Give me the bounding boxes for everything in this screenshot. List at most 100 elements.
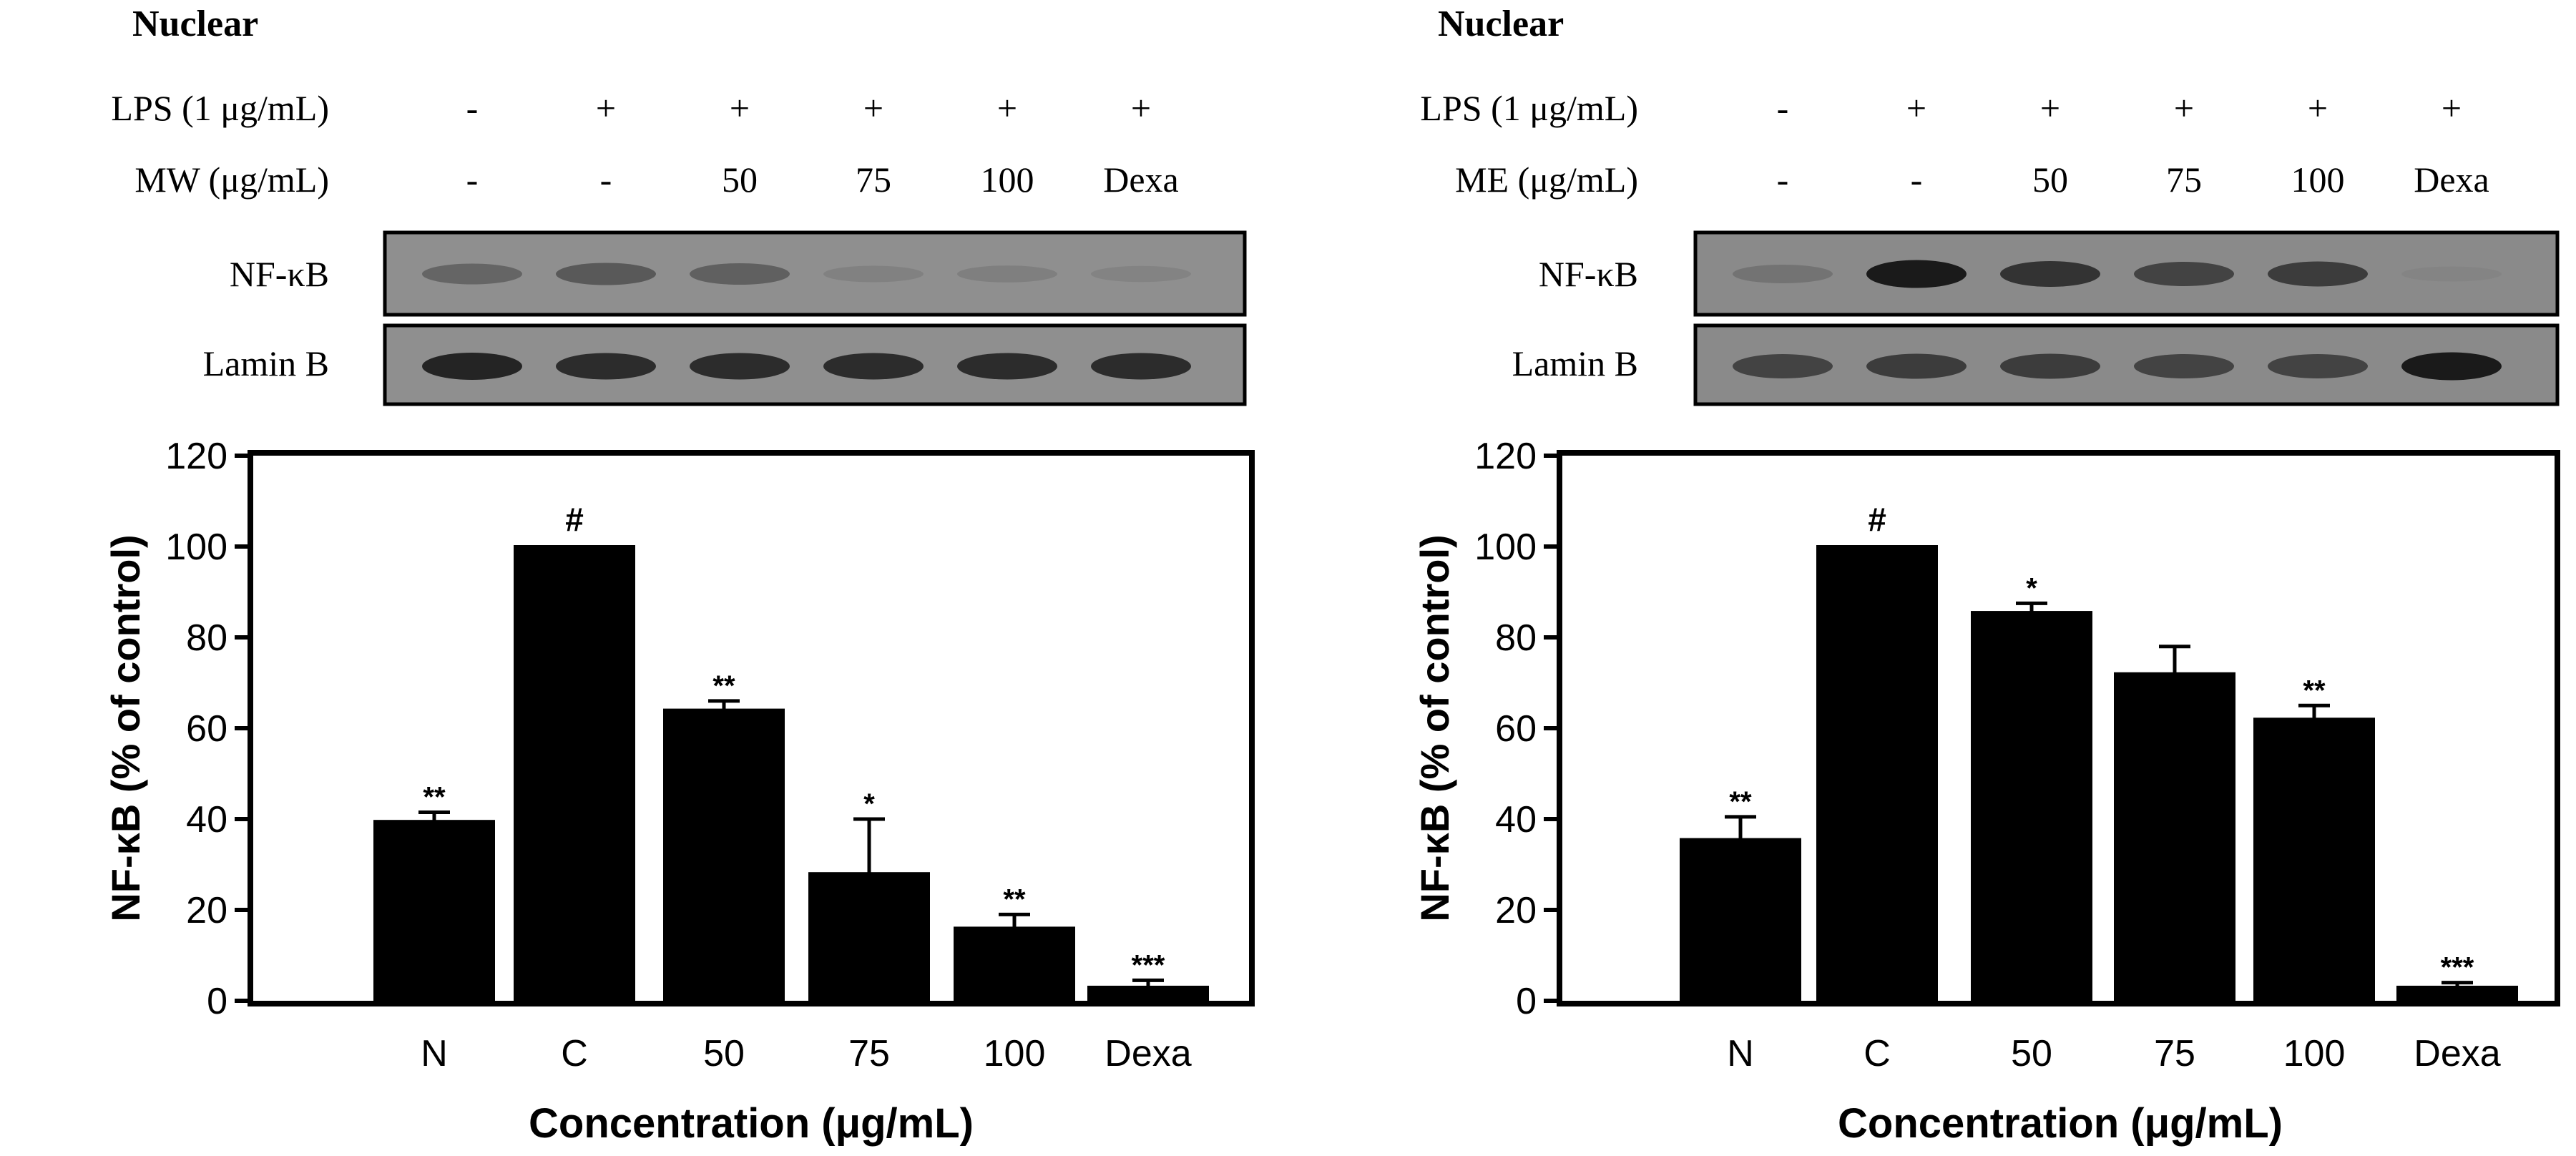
- left-xtick-label-2: 50: [703, 1033, 745, 1074]
- right-row-0-value-1: +: [1906, 88, 1926, 128]
- left-row-1-value-0: -: [466, 160, 479, 200]
- left-blot-0-band-5: [1091, 265, 1191, 283]
- right-blot-1-band-1: [1866, 353, 1967, 379]
- right-blot-0-band-0: [1733, 265, 1833, 283]
- left-row-0-value-5: +: [1131, 88, 1151, 128]
- right-xtick-label-2: 50: [2011, 1033, 2052, 1074]
- left-blot-0-band-2: [690, 263, 790, 285]
- left-blot-1-band-5: [1091, 353, 1191, 380]
- left-blot-1-band-2: [690, 353, 790, 380]
- right-xtick-label-1: C: [1864, 1033, 1891, 1074]
- panel-left-row-lps-label: LPS (1 μg/mL): [111, 88, 329, 128]
- chart-right-bars: **#******: [1680, 501, 2518, 1002]
- left-row-0-value-4: +: [997, 88, 1017, 128]
- chart-left-ylabel: NF-κB (% of control): [103, 534, 148, 921]
- left-xtick-label-5: Dexa: [1105, 1033, 1191, 1074]
- chart-left-xlabel: Concentration (μg/mL): [529, 1100, 974, 1147]
- left-row-0-value-0: -: [466, 88, 479, 128]
- right-blot-0-band-3: [2134, 262, 2234, 286]
- left-xtick-label-1: C: [561, 1033, 588, 1074]
- panel-right-treatment-values: - - 50 75 100 Dexa: [1777, 160, 2489, 200]
- panel-right-bands: [1733, 260, 2502, 381]
- right-ytick-label-2: 40: [1495, 799, 1537, 841]
- right-bar-N: [1680, 838, 1801, 1002]
- panel-left-blot-laminb-label: Lamin B: [203, 343, 329, 383]
- left-ytick-label-5: 100: [165, 526, 227, 568]
- panel-left-header: Nuclear: [132, 4, 258, 44]
- left-ytick-label-2: 40: [186, 799, 227, 841]
- left-xtick-label-4: 100: [984, 1033, 1046, 1074]
- right-blot-1-band-2: [2000, 353, 2100, 379]
- left-blot-0-band-4: [957, 265, 1057, 283]
- right-blot-1-band-0: [1733, 354, 1833, 378]
- left-annotation-Dexa: ***: [1132, 949, 1165, 981]
- panel-right-header: Nuclear: [1438, 4, 1564, 44]
- right-row-0-value-3: +: [2174, 88, 2194, 128]
- left-annotation-50: **: [712, 670, 735, 702]
- left-row-1-value-4: 100: [981, 160, 1034, 200]
- left-blot-1-band-4: [957, 353, 1057, 380]
- right-ytick-label-4: 80: [1495, 617, 1537, 659]
- left-bar-Dexa: [1087, 985, 1209, 1002]
- panel-right-blot-nfkb: [1693, 230, 2560, 317]
- right-row-0-value-5: +: [2442, 88, 2462, 128]
- panel-left: Nuclear LPS (1 μg/mL) MW (μg/mL) - + + + + + …: [103, 4, 1255, 1147]
- left-row-0-value-1: +: [596, 88, 616, 128]
- right-ytick-label-1: 20: [1495, 890, 1537, 931]
- chart-left-bars: **#********: [373, 501, 1209, 1003]
- right-row-1-value-2: 50: [2032, 160, 2068, 200]
- left-bar-N: [373, 820, 495, 1003]
- right-ytick-label-6: 120: [1474, 436, 1537, 477]
- left-annotation-C: #: [565, 501, 584, 538]
- chart-right-xlabel: Concentration (μg/mL): [1838, 1100, 2283, 1147]
- left-annotation-100: **: [1003, 883, 1026, 915]
- right-annotation-C: #: [1868, 501, 1886, 538]
- left-xtick-label-3: 75: [848, 1033, 890, 1074]
- left-row-0-value-2: +: [730, 88, 750, 128]
- right-row-0-value-4: +: [2308, 88, 2328, 128]
- right-blot-1-band-3: [2134, 354, 2234, 378]
- chart-right-y-axis: 0 20 40 60 80 100 120: [1474, 436, 1559, 1022]
- left-blot-1-band-1: [556, 353, 656, 380]
- left-blot-1-band-0: [422, 353, 522, 380]
- left-annotation-75: *: [863, 788, 875, 820]
- left-row-1-value-1: -: [600, 160, 612, 200]
- right-row-1-value-4: 100: [2291, 160, 2345, 200]
- right-row-1-value-5: Dexa: [2414, 160, 2489, 200]
- panel-right-row-lps-label: LPS (1 μg/mL): [1420, 88, 1638, 128]
- panel-right-row-treatment-label: ME (μg/mL): [1455, 160, 1638, 200]
- right-xtick-label-0: N: [1727, 1033, 1754, 1074]
- right-ytick-label-5: 100: [1474, 526, 1537, 568]
- right-row-0-value-2: +: [2040, 88, 2060, 128]
- panel-right: Nuclear LPS (1 μg/mL) ME (μg/mL) - + + + + + …: [1412, 4, 2560, 1147]
- right-xtick-label-3: 75: [2154, 1033, 2195, 1074]
- left-blot-0-band-1: [556, 263, 656, 285]
- left-ytick-label-6: 120: [165, 436, 227, 477]
- right-bar-50: [1971, 611, 2092, 1002]
- left-annotation-N: **: [423, 781, 446, 813]
- right-annotation-N: **: [1729, 786, 1752, 818]
- panel-left-row-treatment-label: MW (μg/mL): [134, 160, 329, 200]
- right-blot-0-band-4: [2268, 261, 2368, 287]
- chart-right-x-tick-labels: N C 50 75 100 Dexa: [1727, 1033, 2501, 1074]
- right-xtick-label-4: 100: [2283, 1033, 2346, 1074]
- right-ytick-label-3: 60: [1495, 708, 1537, 750]
- left-ytick-label-4: 80: [186, 617, 227, 659]
- right-row-1-value-1: -: [1911, 160, 1923, 200]
- left-row-1-value-2: 50: [722, 160, 758, 200]
- panel-left-treatment-values: - - 50 75 100 Dexa: [466, 160, 1179, 200]
- right-blot-0-band-5: [2401, 266, 2502, 282]
- chart-left-x-tick-labels: N C 50 75 100 Dexa: [421, 1033, 1192, 1074]
- right-blot-0-band-1: [1866, 260, 1967, 288]
- right-xtick-label-5: Dexa: [2414, 1033, 2500, 1074]
- right-bar-Dexa: [2396, 985, 2518, 1002]
- left-row-1-value-3: 75: [856, 160, 891, 200]
- left-blot-1-band-3: [823, 353, 924, 380]
- right-bar-75: [2114, 672, 2235, 1002]
- panel-left-blot-nfkb-label: NF-κB: [230, 254, 329, 294]
- right-blot-0-band-2: [2000, 261, 2100, 287]
- panel-right-lps-values: - + + + + +: [1777, 88, 2462, 128]
